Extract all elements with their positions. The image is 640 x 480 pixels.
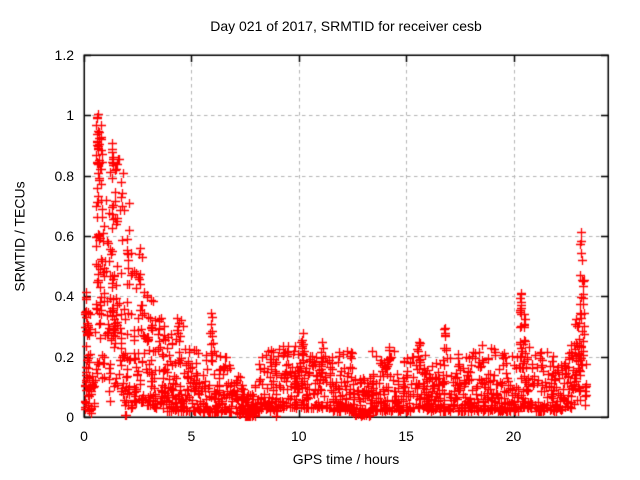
x-axis-label: GPS time / hours [292, 451, 400, 467]
x-tick-label: 0 [80, 428, 88, 444]
y-tick-label: 1.2 [54, 47, 74, 63]
y-tick-label: 0.2 [54, 348, 74, 365]
x-tick-label: 20 [505, 428, 522, 444]
x-tick-label: 10 [290, 428, 307, 444]
y-tick-label: 1 [66, 107, 74, 124]
y-tick-label: 0.6 [54, 228, 74, 244]
y-tick-label: 0.4 [54, 288, 74, 305]
chart-title: Day 021 of 2017, SRMTID for receiver ces… [210, 18, 482, 34]
y-tick-label: 0.8 [54, 167, 74, 184]
x-tick-label: 5 [187, 428, 196, 444]
y-tick-label: 0 [66, 409, 74, 425]
x-tick-label: 15 [398, 428, 414, 444]
